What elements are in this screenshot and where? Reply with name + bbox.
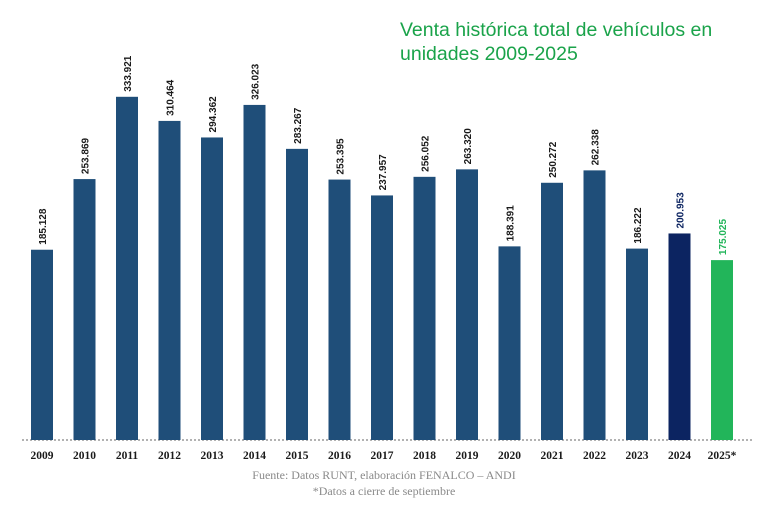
value-label-2016: 253.395: [336, 138, 347, 175]
x-tick-label-2014: 2014: [243, 450, 266, 462]
x-tick-label-2022: 2022: [583, 450, 606, 462]
x-tick-label-2020: 2020: [498, 450, 521, 462]
value-label-2017: 237.957: [378, 154, 389, 191]
chart-title: Venta histórica total de vehículos en un…: [400, 19, 713, 65]
bar-2021: [541, 182, 563, 440]
x-tick-label-2009: 2009: [31, 450, 54, 462]
value-label-2012: 310.464: [166, 79, 177, 116]
bar-2013: [201, 137, 223, 440]
x-tick-label-2010: 2010: [73, 450, 96, 462]
x-tick-label-2025: 2025*: [708, 450, 737, 462]
x-tick-label-2019: 2019: [456, 450, 479, 462]
source-text: Fuente: Datos RUNT, elaboración FENALCO …: [252, 468, 516, 482]
x-tick-label-2011: 2011: [116, 450, 139, 462]
bar-2019: [456, 169, 478, 441]
x-tick-label-2023: 2023: [626, 450, 649, 462]
x-tick-label-2012: 2012: [158, 450, 181, 462]
value-label-2023: 186.222: [633, 207, 644, 244]
value-label-2015: 283.267: [293, 107, 304, 144]
bar-2015: [286, 148, 308, 440]
x-tick-label-2017: 2017: [371, 450, 394, 462]
value-label-2025: 175.025: [718, 219, 729, 256]
bar-2012: [158, 120, 181, 441]
bar-2014: [243, 104, 266, 440]
value-label-2022: 262.338: [591, 129, 602, 166]
bar-2016: [328, 179, 351, 440]
value-label-2011: 333.921: [123, 55, 134, 92]
value-label-2018: 256.052: [421, 135, 432, 172]
value-label-2009: 185.128: [38, 208, 49, 245]
bar-2023: [626, 248, 648, 440]
value-label-2010: 253.869: [81, 137, 92, 174]
value-label-2013: 294.362: [208, 96, 219, 133]
x-tick-label-2021: 2021: [541, 450, 564, 462]
bar-2010: [73, 179, 96, 440]
bar-chart: 185.128 2009 253.869 2010 333.921 2011 310.464…: [22, 55, 752, 462]
x-tick-label-2024: 2024: [668, 450, 691, 462]
bar-2009: [31, 249, 53, 440]
value-label-2014: 326.023: [251, 63, 262, 100]
bar-2022: [583, 170, 606, 441]
bar-2011: [116, 96, 138, 441]
bar-2020: [498, 246, 521, 440]
footnote-text: *Datos a cierre de septiembre: [312, 484, 456, 498]
bar-2017: [371, 195, 393, 440]
value-label-2021: 250.272: [548, 141, 559, 178]
x-tick-label-2013: 2013: [201, 450, 224, 462]
value-label-2019: 263.320: [463, 128, 474, 165]
bar-2024: [668, 233, 691, 440]
x-tick-label-2016: 2016: [328, 450, 351, 462]
value-label-2024: 200.953: [676, 192, 687, 229]
bar-2025: [711, 260, 733, 440]
x-tick-label-2018: 2018: [413, 450, 436, 462]
value-label-2020: 188.391: [506, 205, 517, 242]
x-tick-label-2015: 2015: [286, 450, 309, 462]
bar-2018: [413, 176, 436, 440]
